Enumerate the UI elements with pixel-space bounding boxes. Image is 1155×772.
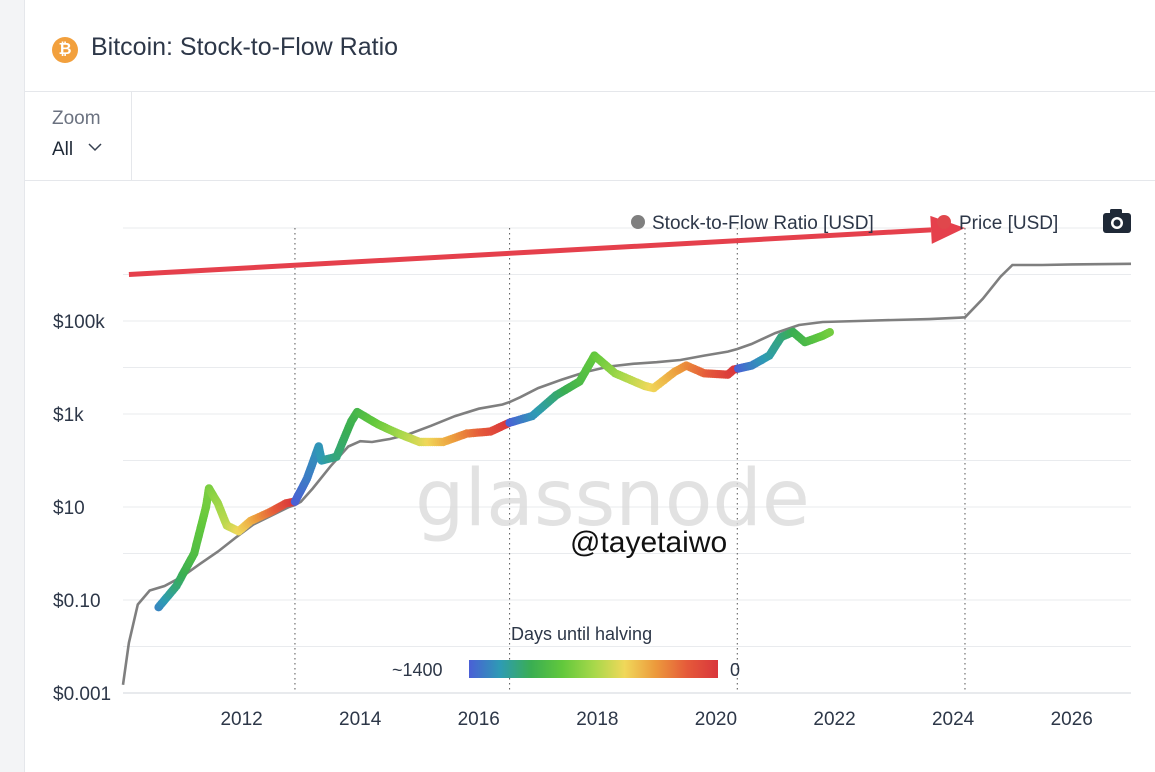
camera-icon[interactable] (1103, 209, 1131, 233)
chart-card: ₿ Bitcoin: Stock-to-Flow Ratio Zoom All (24, 0, 1155, 772)
x-axis: 2012 2014 2016 2018 2020 2022 2024 2026 (220, 709, 1092, 730)
zoom-label: Zoom (52, 108, 101, 129)
x-tick-label: 2014 (339, 709, 382, 730)
colorbar-title: Days until halving (511, 624, 652, 644)
chart-header: ₿ Bitcoin: Stock-to-Flow Ratio (25, 0, 1155, 92)
chevron-down-icon[interactable] (88, 142, 102, 152)
colorbar-max-label: 0 (730, 660, 740, 680)
y-tick-label: $10 (53, 498, 85, 519)
legend-price-swatch[interactable] (937, 215, 951, 229)
price-point (825, 328, 834, 337)
legend-s2f-label[interactable]: Stock-to-Flow Ratio [USD] (652, 213, 874, 234)
y-tick-label: $1k (53, 405, 84, 426)
price-series (154, 327, 834, 612)
y-tick-label: $0.10 (53, 591, 101, 612)
y-axis: $0.001 $0.10 $10 $1k $100k (53, 312, 111, 705)
x-tick-label: 2012 (220, 709, 262, 730)
x-tick-label: 2018 (576, 709, 618, 730)
watermark: glassnode (415, 454, 810, 544)
zoom-select[interactable]: All (52, 139, 74, 160)
legend-price-label[interactable]: Price [USD] (959, 213, 1058, 234)
x-tick-label: 2026 (1051, 709, 1093, 730)
chart-toolbar: Zoom All (25, 92, 1155, 181)
zoom-control[interactable]: Zoom All (25, 92, 132, 180)
legend-s2f-swatch[interactable] (631, 215, 645, 229)
colorbar (469, 660, 718, 678)
colorbar-min-label: ~1400 (392, 660, 443, 680)
x-tick-label: 2022 (813, 709, 855, 730)
handle-label: @tayetaiwo (570, 526, 727, 559)
y-tick-label: $0.001 (53, 684, 111, 705)
x-tick-label: 2016 (458, 709, 500, 730)
chart-title: Bitcoin: Stock-to-Flow Ratio (91, 33, 399, 61)
bitcoin-icon: ₿ (52, 37, 78, 63)
y-tick-label: $100k (53, 312, 105, 333)
trend-arrow-shaft (128, 227, 932, 277)
x-tick-label: 2024 (932, 709, 975, 730)
x-tick-label: 2020 (695, 709, 737, 730)
